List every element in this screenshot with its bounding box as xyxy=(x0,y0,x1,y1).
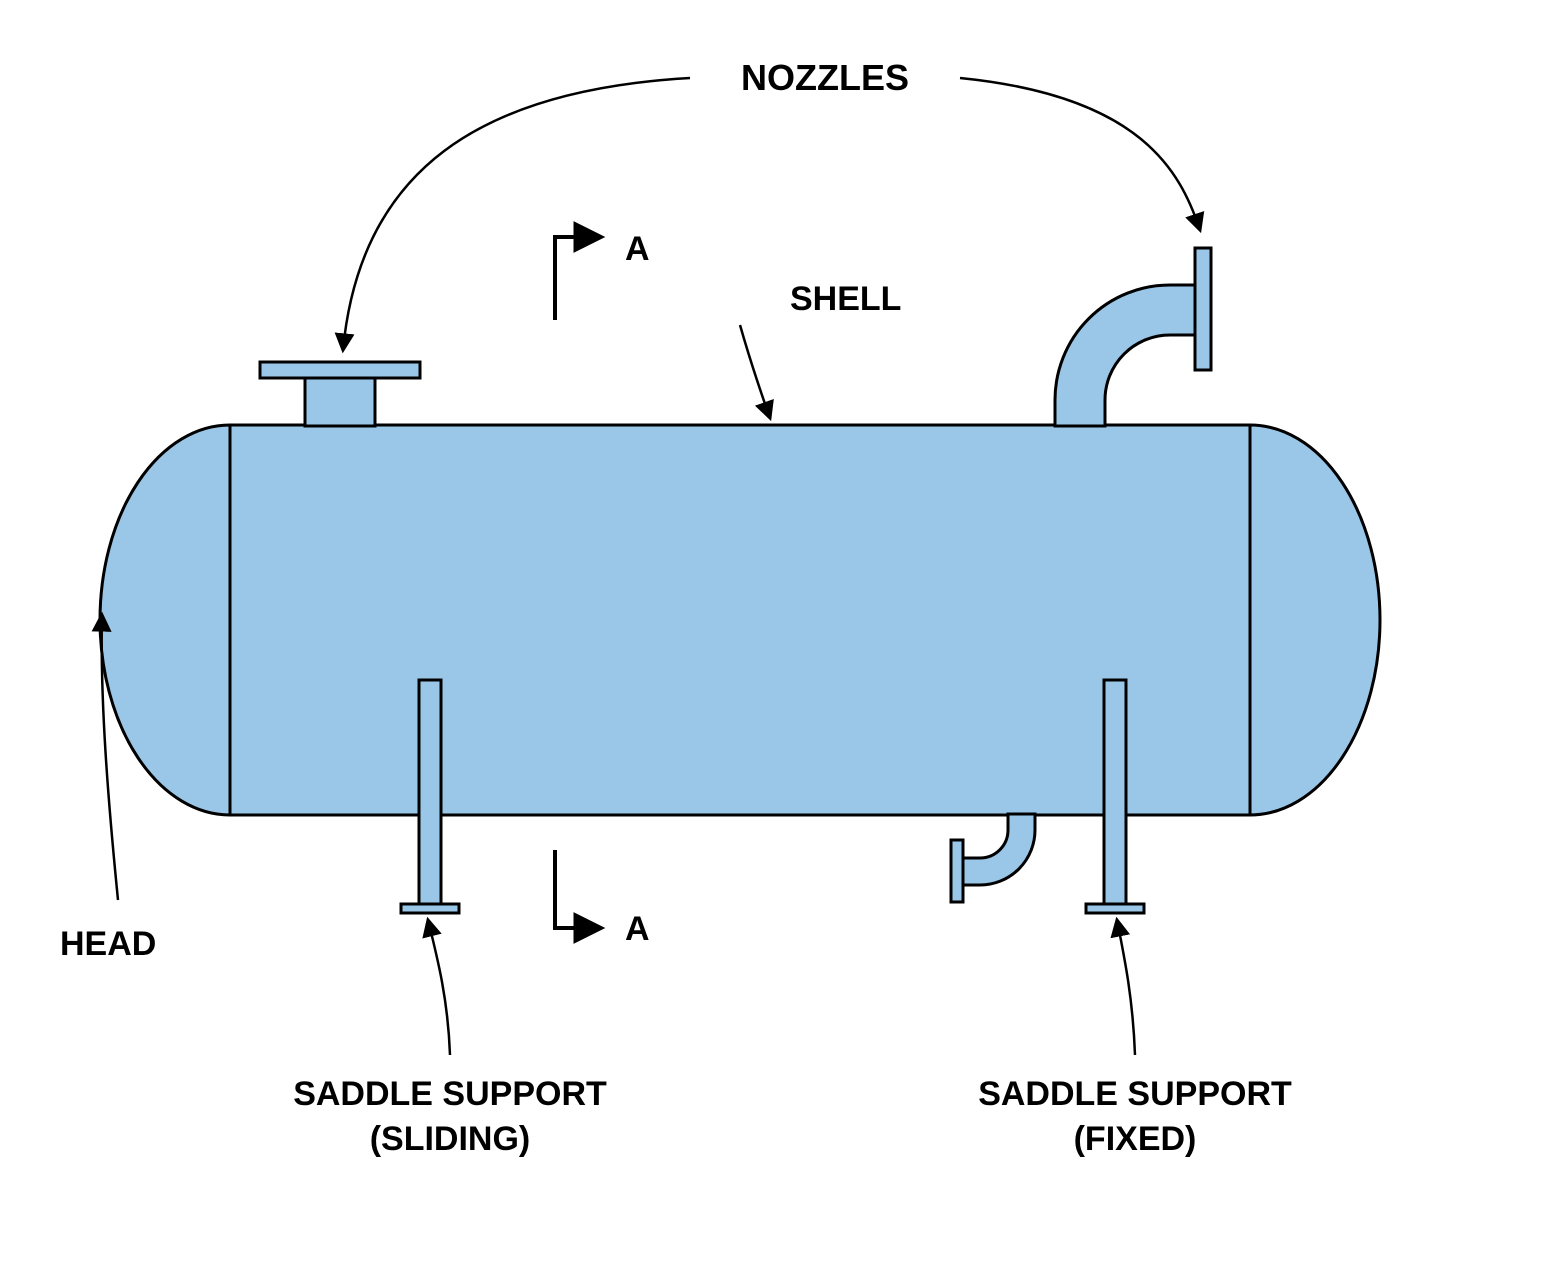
nozzle-top-left xyxy=(260,362,420,426)
section-mark-bottom: A xyxy=(555,850,650,948)
leader-nozzles-right xyxy=(960,78,1200,230)
leader-saddle-sliding xyxy=(428,920,450,1055)
vessel-body xyxy=(100,425,1380,815)
label-nozzles: NOZZLES xyxy=(741,57,909,98)
label-saddle-sliding-2: (SLIDING) xyxy=(370,1120,531,1158)
label-head: HEAD xyxy=(60,925,156,963)
leader-shell xyxy=(740,325,770,418)
section-label-A-bottom: A xyxy=(625,910,650,948)
label-saddle-fixed-2: (FIXED) xyxy=(1074,1120,1197,1158)
label-shell: SHELL xyxy=(790,280,901,318)
label-saddle-sliding-1: SADDLE SUPPORT xyxy=(293,1075,607,1113)
section-mark-top: A xyxy=(555,230,650,320)
section-label-A-top: A xyxy=(625,230,650,268)
vessel-diagram: A A NOZZLES SHELL HEAD SADDLE SUPPORT (S… xyxy=(0,0,1568,1281)
nozzle-top-right-elbow xyxy=(1055,248,1211,426)
leader-saddle-fixed xyxy=(1117,920,1135,1055)
leader-nozzles-left xyxy=(343,78,690,350)
nozzle-bottom-right-elbow xyxy=(951,814,1035,902)
label-saddle-fixed-1: SADDLE SUPPORT xyxy=(978,1075,1292,1113)
